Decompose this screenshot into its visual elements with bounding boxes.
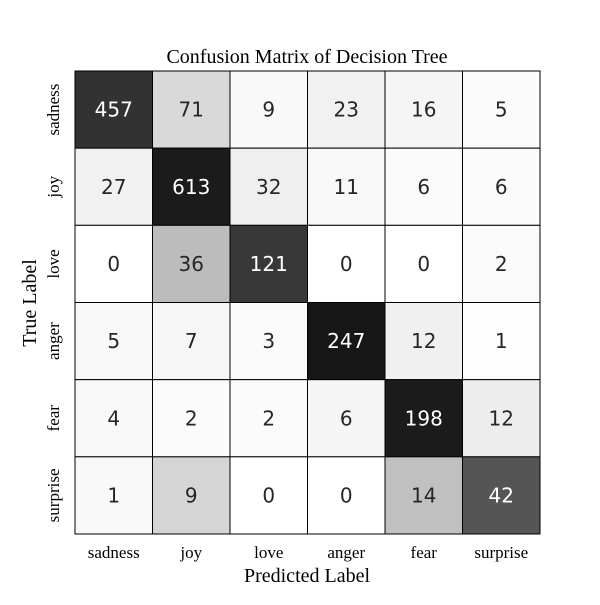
cell-value-label: 2 — [262, 406, 275, 430]
heatmap-cell-sadness-joy — [152, 70, 231, 149]
heatmap-cells — [74, 70, 541, 535]
heatmap-cell-fear-love — [229, 379, 308, 458]
y-axis-label: True Label — [19, 259, 41, 347]
cell-value-label: 14 — [411, 483, 436, 507]
cell-value-label: 6 — [340, 406, 353, 430]
heatmap-cell-sadness-love — [229, 70, 308, 149]
cell-value-label: 2 — [185, 406, 198, 430]
x-axis-label: Predicted Label — [244, 565, 370, 587]
heatmap-cell-joy-anger — [307, 147, 386, 226]
cell-value-label: 1 — [495, 329, 508, 353]
cell-value-label: 5 — [495, 98, 508, 122]
cell-value-label: 4 — [107, 406, 120, 430]
cell-value-label: 1 — [107, 483, 120, 507]
x-tick-label-surprise: surprise — [474, 543, 528, 562]
cell-value-label: 32 — [256, 175, 281, 199]
x-axis-ticks: sadness joy love anger fear surprise — [88, 543, 528, 562]
x-tick-label-sadness: sadness — [88, 543, 140, 562]
y-tick-label-surprise: surprise — [44, 469, 63, 523]
y-axis-ticks: sadness joy love anger fear surprise — [44, 84, 63, 523]
heatmap-cell-fear-anger — [307, 379, 386, 458]
x-tick-label-joy: joy — [179, 543, 202, 562]
cell-value-label: 11 — [334, 175, 359, 199]
cell-value-label: 198 — [405, 406, 443, 430]
cell-value-label: 0 — [262, 483, 275, 507]
cell-value-label: 9 — [185, 483, 198, 507]
heatmap-cell-anger-joy — [152, 302, 231, 381]
cell-value-label: 0 — [340, 483, 353, 507]
heatmap-cell-fear-surprise — [462, 379, 541, 458]
cell-value-label: 5 — [107, 329, 120, 353]
heatmap-cell-fear-fear — [384, 379, 463, 458]
cell-value-label: 12 — [489, 406, 514, 430]
cell-value-label: 7 — [185, 329, 198, 353]
cell-value-label: 16 — [411, 98, 436, 122]
cell-value-label: 0 — [107, 252, 120, 276]
heatmap-cell-anger-sadness — [74, 302, 153, 381]
heatmap-cell-sadness-fear — [384, 70, 463, 149]
cell-value-label: 9 — [262, 98, 275, 122]
heatmap-cell-anger-surprise — [462, 302, 541, 381]
heatmap-cell-sadness-anger — [307, 70, 386, 149]
y-tick-label-fear: fear — [44, 405, 63, 432]
cell-value-label: 457 — [95, 98, 133, 122]
y-tick-label-love: love — [44, 249, 63, 278]
heatmap-cell-joy-joy — [152, 147, 231, 226]
heatmap-cell-love-fear — [384, 224, 463, 303]
cell-value-label: 36 — [179, 252, 204, 276]
cell-value-label: 27 — [101, 175, 126, 199]
heatmap-cell-anger-anger — [307, 302, 386, 381]
cell-value-label: 6 — [495, 175, 508, 199]
cell-value-label: 3 — [262, 329, 275, 353]
cell-value-label: 2 — [495, 252, 508, 276]
heatmap-cell-joy-surprise — [462, 147, 541, 226]
heatmap-cell-surprise-fear — [384, 456, 463, 535]
y-tick-label-sadness: sadness — [44, 84, 63, 136]
cell-value-label: 247 — [327, 329, 365, 353]
heatmap-cell-surprise-surprise — [462, 456, 541, 535]
cell-value-label: 613 — [172, 175, 210, 199]
x-tick-label-anger: anger — [327, 543, 365, 562]
cell-value-label: 121 — [250, 252, 288, 276]
heatmap-cell-fear-sadness — [74, 379, 153, 458]
heatmap-cell-sadness-surprise — [462, 70, 541, 149]
heatmap-cell-surprise-sadness — [74, 456, 153, 535]
cell-value-label: 23 — [334, 98, 359, 122]
heatmap-cell-love-joy — [152, 224, 231, 303]
cell-value-label: 12 — [411, 329, 436, 353]
x-tick-label-love: love — [254, 543, 283, 562]
cell-value-label: 71 — [179, 98, 204, 122]
x-tick-label-fear: fear — [411, 543, 438, 562]
y-tick-label-anger: anger — [44, 322, 63, 360]
heatmap-cell-sadness-sadness — [74, 70, 153, 149]
cell-value-label: 42 — [489, 483, 514, 507]
heatmap-cell-love-sadness — [74, 224, 153, 303]
y-tick-label-joy: joy — [44, 175, 63, 198]
heatmap-cell-anger-love — [229, 302, 308, 381]
heatmap-cell-love-surprise — [462, 224, 541, 303]
heatmap-cell-anger-fear — [384, 302, 463, 381]
heatmap-cell-love-anger — [307, 224, 386, 303]
cell-value-label: 6 — [417, 175, 430, 199]
cell-value-label: 0 — [417, 252, 430, 276]
heatmap-cell-surprise-anger — [307, 456, 386, 535]
heatmap-cell-labels: 457 71 9 23 16 527 613 32 11 6 60 36 121 0 0 25 7 3 247 12 1… — [95, 98, 514, 508]
chart-title: Confusion Matrix of Decision Tree — [166, 46, 447, 68]
cell-value-label: 0 — [340, 252, 353, 276]
